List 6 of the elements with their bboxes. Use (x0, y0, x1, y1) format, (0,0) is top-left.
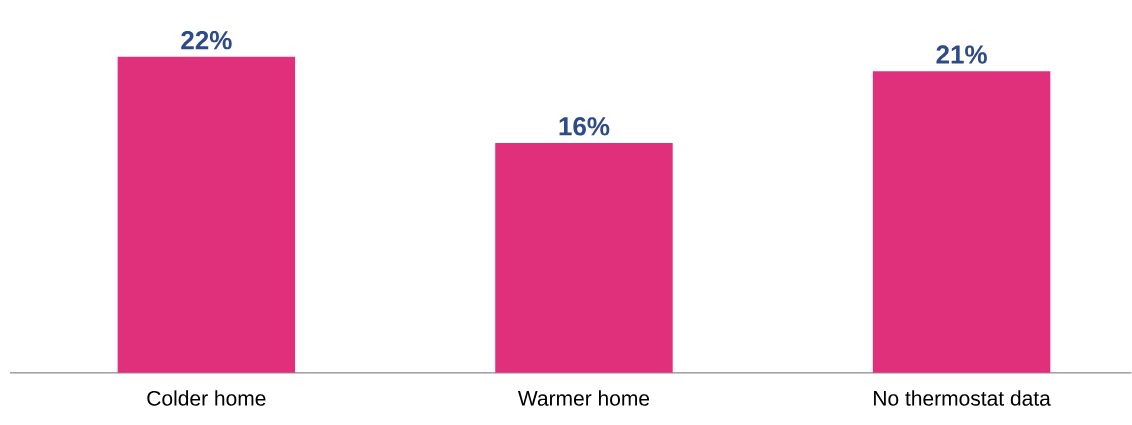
data-label: 16% (559, 117, 610, 136)
x-tick-label: No thermostat data (874, 390, 1051, 406)
x-tick-label: Colder home (147, 390, 266, 406)
data-label: 22% (181, 31, 232, 50)
x-tick-label: Warmer home (517, 390, 650, 406)
data-label: 21% (936, 45, 987, 64)
